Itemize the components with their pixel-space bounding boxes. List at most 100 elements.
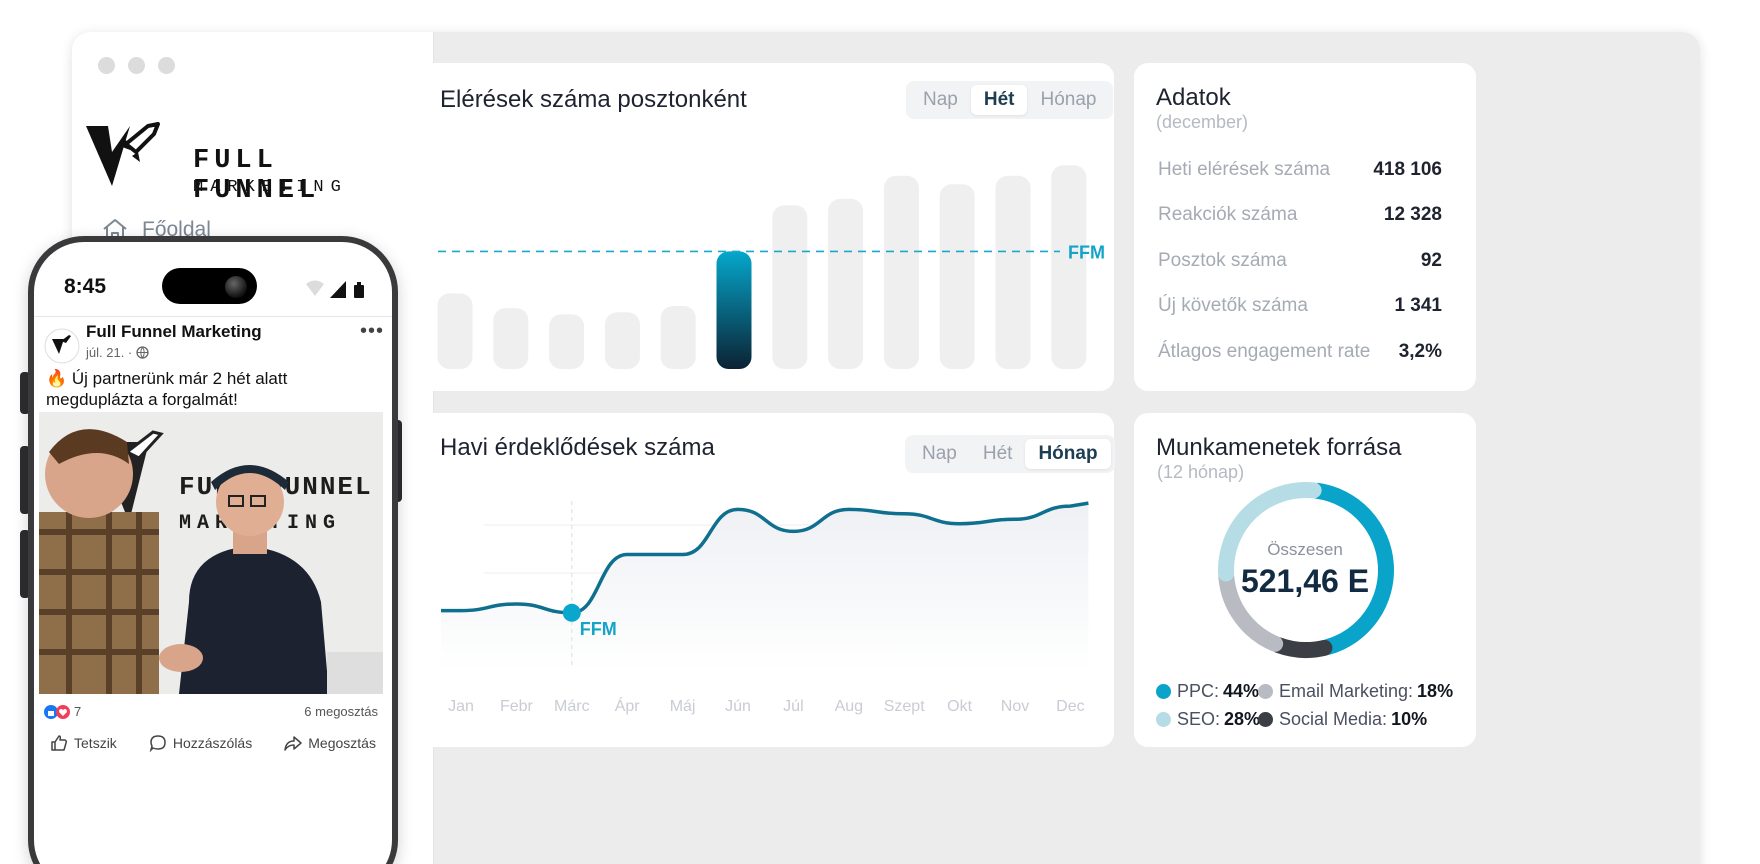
x-tick-label: Ápr <box>615 696 641 715</box>
reach-chart-title: Elérések száma posztonként <box>440 86 747 113</box>
brand-name: FULL FUNNEL <box>193 146 321 206</box>
interest-period-toggle: Nap Hét Hónap <box>905 435 1115 473</box>
reach-tab-month[interactable]: Hónap <box>1040 89 1097 110</box>
like-reaction-icon <box>44 704 58 719</box>
legend-swatch <box>1156 712 1171 727</box>
stat-label: Átlagos engagement rate <box>1158 341 1371 362</box>
stat-row-reactions: Reakciók száma 12 328 <box>1158 204 1442 226</box>
more-options-icon[interactable]: ••• <box>359 320 384 342</box>
x-tick-label: Febr <box>500 698 534 715</box>
legend-swatch <box>1156 684 1171 699</box>
post-date: júl. 21. · <box>86 345 133 360</box>
wifi-icon <box>306 280 324 296</box>
donut-slice-seo[interactable] <box>1218 482 1322 582</box>
legend-email: Email Marketing: 18% <box>1258 681 1453 702</box>
window-minimize-button[interactable] <box>128 57 145 74</box>
legend-value: 18% <box>1417 681 1454 701</box>
legend-social: Social Media: 10% <box>1258 709 1427 730</box>
post-text: 🔥 Új partnerünk már 2 hét alatt megduplá… <box>46 369 288 409</box>
x-tick-label: Dec <box>1056 698 1084 715</box>
like-button[interactable]: Tetszik <box>50 734 117 752</box>
x-tick-label: Nov <box>1001 698 1029 715</box>
window-maximize-button[interactable] <box>158 57 175 74</box>
sessions-subtitle: (12 hónap) <box>1157 462 1245 482</box>
stat-value: 1 341 <box>1394 295 1442 316</box>
legend-seo: SEO: 28% <box>1156 709 1260 730</box>
share-button[interactable]: Megosztás <box>284 734 376 752</box>
stat-value: 12 328 <box>1383 204 1442 225</box>
legend-ppc: PPC: 44% <box>1156 681 1259 702</box>
bar[interactable] <box>772 205 808 369</box>
phone-volume-down-button <box>20 530 30 598</box>
shares-count[interactable]: 6 megosztás <box>304 704 378 719</box>
brand-logo[interactable]: FULL FUNNEL MARKETING <box>86 102 396 212</box>
comment-button[interactable]: Hozzászólás <box>149 734 252 752</box>
share-icon <box>284 736 302 751</box>
bar[interactable] <box>549 314 585 369</box>
stat-row-posts: Posztok száma 92 <box>1158 250 1442 272</box>
stat-row-weekly-reach: Heti elérések száma 418 106 <box>1158 159 1442 181</box>
stat-row-new-followers: Új követők száma 1 341 <box>1158 295 1442 317</box>
share-label: Megosztás <box>308 735 376 751</box>
stat-label: Reakciók száma <box>1158 204 1298 225</box>
stat-label: Posztok száma <box>1158 250 1287 271</box>
post-author[interactable]: Full Funnel Marketing <box>86 322 262 341</box>
battery-icon <box>354 285 364 298</box>
legend-label: PPC: <box>1177 681 1220 701</box>
interest-tab-month[interactable]: Hónap <box>1025 439 1111 469</box>
status-icons <box>306 280 364 298</box>
area-fill <box>441 503 1089 671</box>
post-photo[interactable]: FULL FUNNEL MARKETING <box>39 412 383 694</box>
legend-value: 10% <box>1391 709 1428 729</box>
bar[interactable] <box>883 175 919 369</box>
donut-slice-social-media[interactable] <box>1270 637 1333 658</box>
heart-reaction-icon <box>56 704 70 719</box>
reach-tab-day[interactable]: Nap <box>923 89 958 110</box>
app-window: FULL FUNNEL MARKETING Főoldal Elérések s… <box>72 32 1700 864</box>
bar[interactable] <box>493 308 529 369</box>
stat-value: 92 <box>1420 250 1442 271</box>
x-tick-label: Aug <box>835 698 863 715</box>
interest-tab-day[interactable]: Nap <box>922 443 957 464</box>
sessions-donut-chart <box>1218 482 1394 658</box>
x-tick-label: Okt <box>947 698 972 715</box>
x-tick-label: Márc <box>554 698 590 715</box>
window-close-button[interactable] <box>98 57 115 74</box>
legend-value: 28% <box>1224 709 1261 729</box>
bar[interactable] <box>1051 165 1087 369</box>
x-tick-label: Szept <box>884 698 925 715</box>
status-divider <box>34 316 392 317</box>
bar[interactable] <box>660 306 696 369</box>
nav-item-home-label: Főoldal <box>142 218 211 241</box>
legend-swatch <box>1258 712 1273 727</box>
like-label: Tetszik <box>74 735 117 751</box>
bar-highlight[interactable] <box>716 251 752 369</box>
comment-icon <box>149 735 166 752</box>
reach-chart-card: Elérések száma posztonként Nap Hét Hónap… <box>418 63 1114 391</box>
phone-side-button <box>20 372 30 414</box>
donut-slice-email-marketing[interactable] <box>1218 569 1284 652</box>
reach-bar-chart: 5.6.7.8.9.10.11.12.13.14.15.16.FFM <box>437 165 1105 369</box>
highlight-point[interactable] <box>562 603 581 622</box>
donut-total-value: 521,46 E <box>1240 563 1370 599</box>
bar[interactable] <box>939 184 975 369</box>
interest-line-chart: FFM Jan Febr Márc Ápr Máj Jún Júl Aug Szept Okt Nov… <box>441 501 1089 715</box>
bar[interactable] <box>828 198 864 369</box>
page-avatar[interactable] <box>44 328 80 364</box>
post-actions: Tetszik Hozzászólás Megosztás <box>34 734 392 752</box>
legend-label: SEO: <box>1177 709 1221 729</box>
interest-tab-week[interactable]: Hét <box>982 443 1013 464</box>
bar[interactable] <box>437 293 473 369</box>
dynamic-island <box>162 268 257 304</box>
bar[interactable] <box>604 312 640 369</box>
reactions-summary[interactable]: 7 <box>44 704 81 719</box>
photo-illustration: FULL FUNNEL MARKETING <box>39 412 383 694</box>
stat-label: Heti elérések száma <box>1158 159 1331 180</box>
legend-value: 44% <box>1223 681 1260 701</box>
reach-tab-week[interactable]: Hét <box>970 85 1028 115</box>
donut-slice-ppc[interactable] <box>1309 482 1394 655</box>
stat-label: Új követők száma <box>1158 295 1308 316</box>
reactions-count: 7 <box>74 704 82 719</box>
reference-line-label: FFM <box>1068 242 1105 262</box>
bar[interactable] <box>995 175 1031 369</box>
